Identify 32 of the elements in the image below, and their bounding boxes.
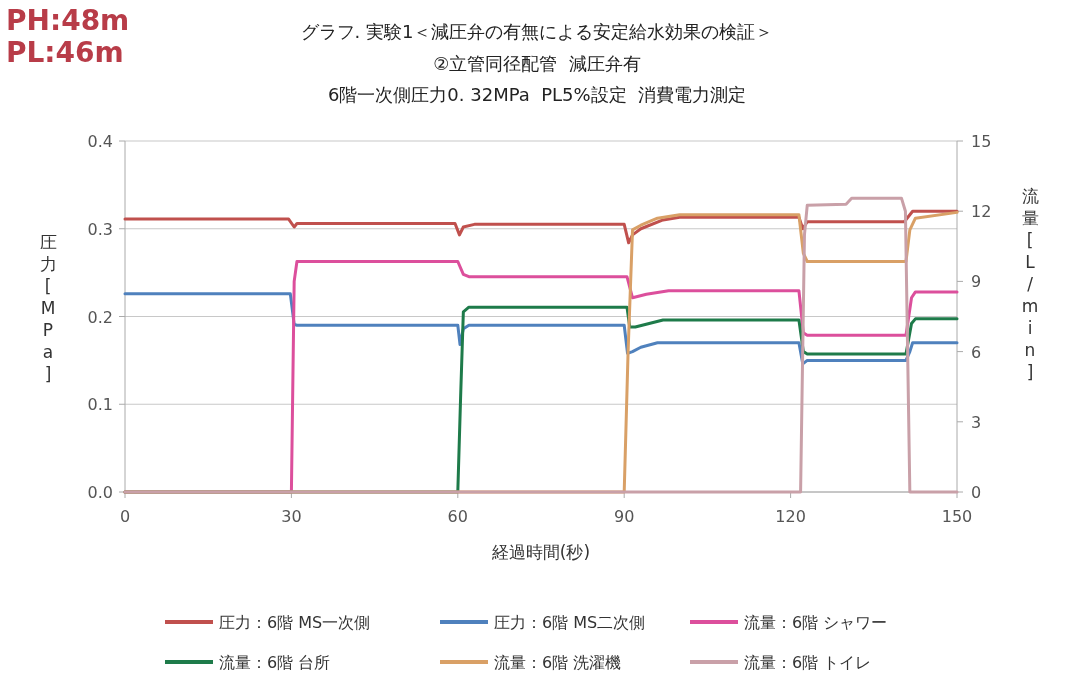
x-tick-label: 60: [447, 507, 468, 526]
y2-tick-label: 12: [971, 202, 992, 222]
y2-tick-label: 0: [971, 483, 982, 502]
legend-label: 流量：6階 シャワー: [744, 613, 888, 632]
x-tick-label: 120: [775, 507, 806, 526]
chart-title: グラフ. 実験1＜減圧弁の有無による安定給水効果の検証＞: [300, 21, 774, 42]
x-tick-label: 90: [614, 507, 635, 526]
text: 流量[L/min]: [1021, 186, 1039, 382]
x-axis-title: 経過時間(秒): [490, 542, 591, 562]
y-tick-label: 0.0: [87, 483, 113, 502]
line-series: [123, 209, 959, 245]
y-axis-title: 圧力[MPa]: [39, 232, 57, 384]
legend-label: 流量：6階 台所: [219, 653, 331, 672]
legend-label: 圧力：6階 MS二次側: [494, 613, 646, 632]
text: PL:46m: [6, 36, 124, 69]
legend-label: 圧力：6階 MS一次側: [219, 613, 371, 632]
y2-tick-label: 9: [971, 272, 982, 292]
legend-label: 流量：6階 トイレ: [744, 653, 872, 672]
x-tick-label: 150: [941, 507, 973, 526]
chart-subtitle: ②立管同径配管 減圧弁有 6階一次側圧力0. 32MPa PL5%設定 消費電力測定: [327, 53, 747, 105]
y2-tick-label: 3: [971, 412, 982, 432]
y-tick-label: 0.2: [87, 307, 113, 327]
x-tick-label: 0: [119, 507, 131, 526]
line-series: [123, 292, 959, 366]
y-tick-label: 0.4: [87, 132, 113, 151]
y2-tick-label: 6: [971, 342, 982, 362]
y2-tick-label: 15: [971, 132, 992, 151]
y-tick-label: 0.3: [87, 219, 113, 239]
text: PH:48m: [6, 4, 130, 37]
legend-label: 流量：6階 洗濯機: [494, 653, 622, 672]
y-tick-label: 0.1: [87, 395, 113, 415]
x-tick-label: 30: [281, 507, 302, 526]
